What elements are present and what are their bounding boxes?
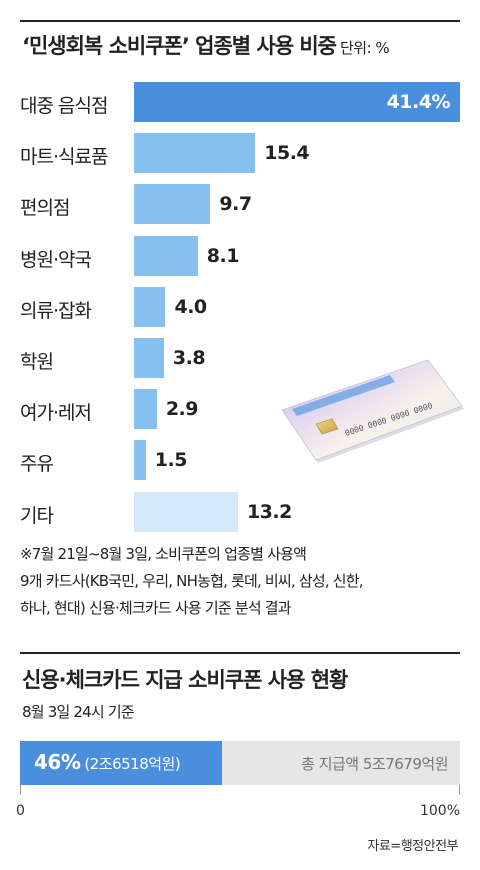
usage-progress-fill [20,741,223,785]
category-label: 의류·잡화 [20,299,92,322]
unit-label: 단위: % [340,39,390,57]
category-label: 병원·약국 [20,248,92,271]
category-label: 대중 음식점 [20,95,108,117]
usage-amount: (2조6518억원) [84,755,181,773]
category-label: 여가·레저 [20,402,92,425]
usage-percent: 46% (2조6518억원) [34,750,181,774]
bar [134,389,157,430]
source-credit: 자료=행정안전부 [367,839,458,854]
category-label: 마트·식료품 [20,146,108,169]
category-label: 기타 [20,504,54,527]
section-rule [20,652,460,654]
axis-tick-start [20,785,21,795]
value-label: 2.9 [165,398,199,421]
value-label: 41.4% [386,91,451,113]
value-label: 8.1 [206,244,240,267]
bar [134,184,211,225]
category-label: 편의점 [20,197,70,220]
chart-title: ‘민생회복 소비쿠폰’ 업종별 사용 비중 단위: % [22,30,390,60]
bar [134,235,198,276]
bar [134,491,238,532]
footnote-line: 9개 카드사(KB국민, 우리, NH농협, 롯데, 비씨, 삼성, 신한, [20,572,364,590]
total-amount: 총 지급액 5조7679억원 [301,755,448,773]
usage-progress-bar: 46% (2조6518억원) 총 지급액 5조7679억원 [20,741,460,785]
credit-card-icon: 0000 0000 0000 0000 [281,359,464,463]
value-label: 1.5 [154,449,188,472]
value-label: 4.0 [174,295,207,318]
value-label: 13.2 [246,500,292,523]
category-label: 주유 [20,453,54,476]
bar [134,82,460,122]
footnote: ※7월 21일~8월 3일, 소비쿠폰의 업종별 사용액 9개 카드사(KB국민… [20,541,364,622]
bar [134,286,166,327]
bar [134,440,146,481]
chart-title-text: ‘민생회복 소비쿠폰’ 업종별 사용 비중 [22,34,337,58]
footnote-line: ※7월 21일~8월 3일, 소비쿠폰의 업종별 사용액 [20,545,307,563]
top-rule [20,20,460,22]
category-label: 학원 [20,351,54,373]
bar [134,338,164,378]
value-label: 15.4 [264,142,310,165]
section2-title: 신용·체크카드 지급 소비쿠폰 사용 현황 [22,668,348,692]
section2-subtitle: 8월 3일 24시 기준 [22,703,135,721]
axis-label-end: 100% [419,803,460,819]
usage-percent-value: 46% [34,750,81,774]
bar [134,133,256,174]
axis-label-start: 0 [16,803,25,819]
axis-tick-end [459,785,460,795]
value-label: 9.7 [219,193,252,216]
value-label: 3.8 [172,347,206,369]
footnote-line: 하나, 현대) 신용·체크카드 사용 기준 분석 결과 [20,599,292,617]
